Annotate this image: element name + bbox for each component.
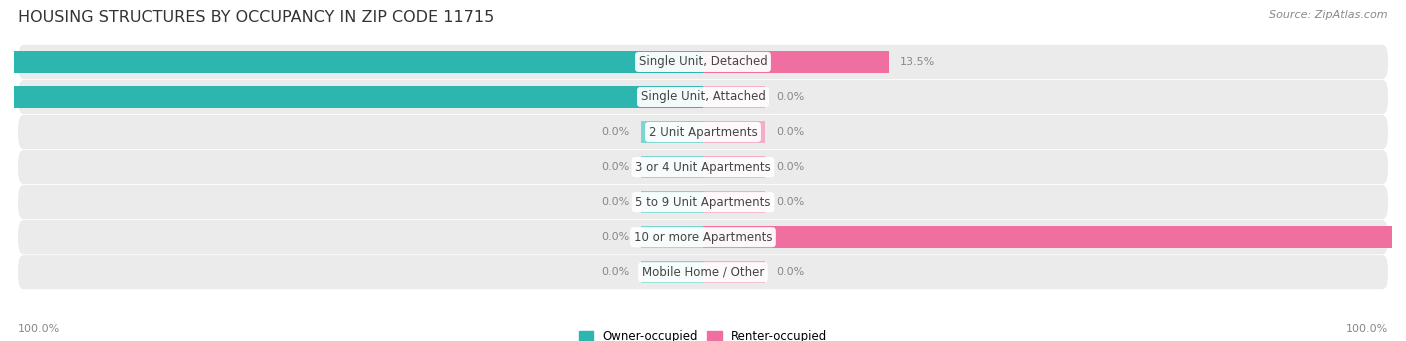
Text: 13.5%: 13.5% xyxy=(900,57,935,67)
Bar xyxy=(641,261,703,283)
Text: Source: ZipAtlas.com: Source: ZipAtlas.com xyxy=(1270,10,1388,20)
Text: 3 or 4 Unit Apartments: 3 or 4 Unit Apartments xyxy=(636,161,770,174)
Bar xyxy=(0,86,703,108)
Legend: Owner-occupied, Renter-occupied: Owner-occupied, Renter-occupied xyxy=(579,330,827,341)
Text: HOUSING STRUCTURES BY OCCUPANCY IN ZIP CODE 11715: HOUSING STRUCTURES BY OCCUPANCY IN ZIP C… xyxy=(18,10,495,25)
Bar xyxy=(0,51,703,73)
Text: 0.0%: 0.0% xyxy=(776,162,804,172)
Bar xyxy=(641,156,703,178)
FancyBboxPatch shape xyxy=(18,45,1388,79)
Text: 0.0%: 0.0% xyxy=(776,267,804,277)
Text: 10 or more Apartments: 10 or more Apartments xyxy=(634,231,772,244)
Text: 0.0%: 0.0% xyxy=(602,232,630,242)
Text: 0.0%: 0.0% xyxy=(602,127,630,137)
FancyBboxPatch shape xyxy=(18,255,1388,289)
FancyBboxPatch shape xyxy=(18,150,1388,184)
Text: 0.0%: 0.0% xyxy=(776,127,804,137)
FancyBboxPatch shape xyxy=(18,115,1388,149)
FancyBboxPatch shape xyxy=(18,80,1388,114)
Text: 0.0%: 0.0% xyxy=(776,92,804,102)
Text: 0.0%: 0.0% xyxy=(602,197,630,207)
Text: 0.0%: 0.0% xyxy=(602,267,630,277)
Text: 2 Unit Apartments: 2 Unit Apartments xyxy=(648,125,758,138)
Text: Single Unit, Attached: Single Unit, Attached xyxy=(641,90,765,104)
Text: Mobile Home / Other: Mobile Home / Other xyxy=(641,266,765,279)
Bar xyxy=(641,191,703,213)
Bar xyxy=(703,51,889,73)
Bar xyxy=(703,86,765,108)
Text: 0.0%: 0.0% xyxy=(776,197,804,207)
Text: 100.0%: 100.0% xyxy=(18,324,60,334)
Text: 100.0%: 100.0% xyxy=(1346,324,1388,334)
Text: 0.0%: 0.0% xyxy=(602,162,630,172)
Bar xyxy=(703,261,765,283)
FancyBboxPatch shape xyxy=(18,220,1388,254)
Bar xyxy=(703,191,765,213)
Bar xyxy=(641,226,703,248)
Text: 5 to 9 Unit Apartments: 5 to 9 Unit Apartments xyxy=(636,196,770,209)
Bar xyxy=(703,156,765,178)
FancyBboxPatch shape xyxy=(18,185,1388,219)
Text: Single Unit, Detached: Single Unit, Detached xyxy=(638,56,768,69)
Bar xyxy=(641,121,703,143)
Bar xyxy=(703,226,1406,248)
Bar xyxy=(703,121,765,143)
